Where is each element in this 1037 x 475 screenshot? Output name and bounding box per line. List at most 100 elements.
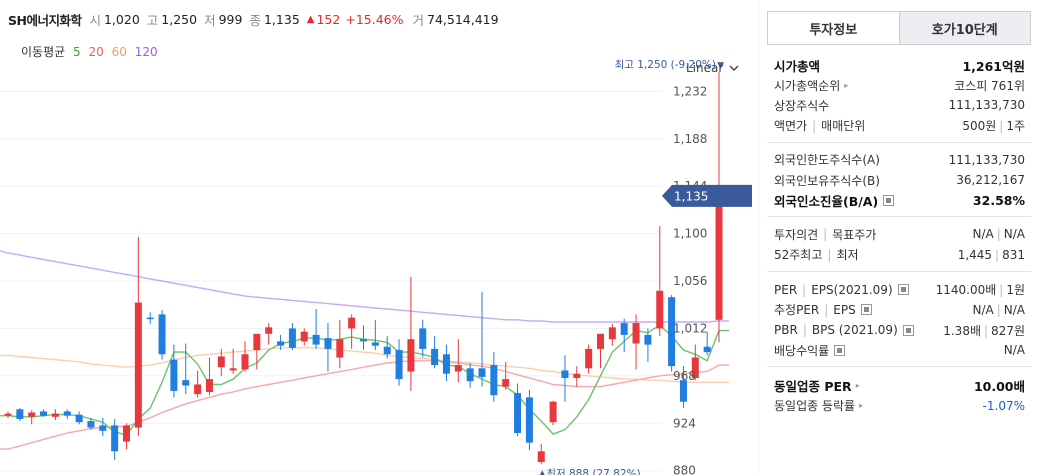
- help-icon[interactable]: [897, 284, 909, 296]
- candle: [549, 400, 557, 426]
- market-cap-rank-value: 코스피 761위: [954, 78, 1025, 93]
- candle: [194, 370, 202, 398]
- candle: [63, 409, 71, 419]
- face-value-row: 액면가 | 매매단위 500원 | 1주: [774, 118, 1025, 134]
- candle-body: [63, 411, 71, 416]
- y-tick-label: 1,056: [673, 274, 707, 288]
- candle: [679, 366, 687, 409]
- candle: [573, 366, 581, 387]
- ma-60-label[interactable]: 60: [111, 45, 127, 59]
- candle: [597, 333, 604, 369]
- change-value: 152: [316, 11, 341, 27]
- candle: [205, 357, 213, 396]
- open-label: 시: [89, 12, 101, 28]
- candle-body: [158, 314, 166, 355]
- foreign-hold-label: 외국인보유주식수(B): [774, 173, 880, 188]
- sector-change-row[interactable]: 동일업종 등락률 ▸ -1.07%: [767, 396, 1031, 416]
- candle-body: [585, 348, 593, 369]
- est-eps-value: N/A: [1003, 302, 1025, 317]
- candle: [371, 319, 379, 350]
- tab-investment-info[interactable]: 투자정보: [768, 12, 899, 44]
- candle-body: [608, 327, 616, 340]
- candle-body: [597, 333, 604, 349]
- candle-body: [525, 397, 533, 443]
- foreign-limit-row: 외국인한도주식수(A) 111,133,730: [767, 150, 1031, 170]
- per-eps-row: PER | EPS(2021.09) 1140.00배 | 1원: [774, 282, 1025, 298]
- candle: [123, 423, 130, 450]
- help-icon[interactable]: [860, 304, 872, 316]
- candle: [324, 323, 332, 372]
- face-value-value: 500원: [962, 119, 997, 134]
- candle: [431, 335, 439, 369]
- candle: [146, 312, 154, 325]
- market-cap-label: 시가총액: [774, 58, 821, 74]
- candle: [348, 314, 356, 349]
- low-label: 저: [204, 12, 216, 28]
- candle: [241, 341, 249, 372]
- market-cap-rank-row[interactable]: 시가총액순위 ▸ 코스피 761위: [767, 75, 1031, 95]
- candle: [4, 411, 12, 418]
- candle: [442, 344, 450, 382]
- y-tick-label: 1,100: [673, 227, 707, 241]
- candle: [99, 417, 107, 437]
- candle: [134, 236, 142, 437]
- candle-body: [360, 339, 367, 342]
- valuation-section: PER | EPS(2021.09) 1140.00배 | 1원 추정PER | EPS N…: [767, 272, 1031, 368]
- candle-body: [383, 346, 391, 355]
- sector-per-value: 10.00배: [973, 379, 1025, 395]
- sector-change-value: -1.07%: [982, 398, 1025, 413]
- candle-body: [442, 354, 450, 374]
- bps-label: BPS (2021.09): [811, 323, 898, 338]
- candle: [170, 344, 178, 398]
- candle-body: [194, 384, 202, 395]
- candle: [668, 295, 676, 372]
- week52-high-value: 1,445: [957, 247, 993, 262]
- candle: [407, 276, 415, 391]
- candle: [537, 443, 545, 465]
- quote-summary-bar: SH에너지화학 시 1,020 고 1,250 저 999 종 1,135 ▲ …: [8, 9, 506, 29]
- opinion-row: 투자의견 | 목표주가 N/A | N/A: [774, 227, 1025, 242]
- candle-body: [715, 195, 723, 320]
- candle-body: [514, 393, 522, 433]
- help-icon[interactable]: [902, 324, 914, 336]
- y-tick-label: 1,012: [673, 321, 707, 335]
- ma-20-label[interactable]: 20: [88, 45, 104, 59]
- volume-label: 거: [412, 12, 424, 28]
- foreign-hold-row: 외국인보유주식수(B) 36,212,167: [767, 170, 1031, 190]
- help-icon[interactable]: [883, 194, 895, 206]
- bps-value: 827원: [991, 323, 1025, 338]
- scale-type-dropdown[interactable]: Linear: [686, 61, 739, 75]
- candle-body: [16, 409, 24, 419]
- est-per-eps-row: 추정PER | EPS N/A | N/A: [774, 302, 1025, 318]
- eps-label: EPS(2021.09): [811, 282, 893, 297]
- candle-body: [217, 356, 225, 368]
- close-label: 종: [249, 12, 261, 28]
- candle-body: [632, 323, 640, 344]
- candle: [703, 331, 711, 356]
- tab-order-book[interactable]: 호가10단계: [898, 12, 1030, 44]
- open-value: 1,020: [103, 11, 140, 27]
- candle: [253, 333, 261, 370]
- ma-5-label[interactable]: 5: [73, 45, 81, 59]
- current-price-label: 1,135: [674, 189, 708, 203]
- candle: [632, 314, 640, 370]
- candlestick-chart[interactable]: 8809249681,0121,0561,1001,1441,1881,232 …: [0, 0, 758, 475]
- y-tick-label: 968: [673, 369, 696, 383]
- help-icon[interactable]: [834, 344, 846, 356]
- candle-body: [348, 317, 356, 329]
- candle-body: [146, 317, 154, 320]
- candle: [265, 323, 273, 345]
- candle-body: [395, 349, 403, 380]
- pbr-value: 1.38배: [943, 323, 981, 338]
- week52-low-value: 831: [1002, 247, 1025, 262]
- volume-value: 74,514,419: [427, 11, 499, 27]
- candle-body: [644, 334, 652, 345]
- ma-120-label[interactable]: 120: [134, 45, 158, 59]
- trading-unit-label: 매매단위: [821, 119, 866, 134]
- candle-body: [407, 339, 415, 372]
- pbr-label: PBR: [774, 323, 798, 338]
- sector-per-row[interactable]: 동일업종 PER ▸ 10.00배: [767, 375, 1031, 395]
- ma120-line: [0, 250, 729, 323]
- candle: [608, 324, 616, 346]
- candle-body: [28, 412, 36, 417]
